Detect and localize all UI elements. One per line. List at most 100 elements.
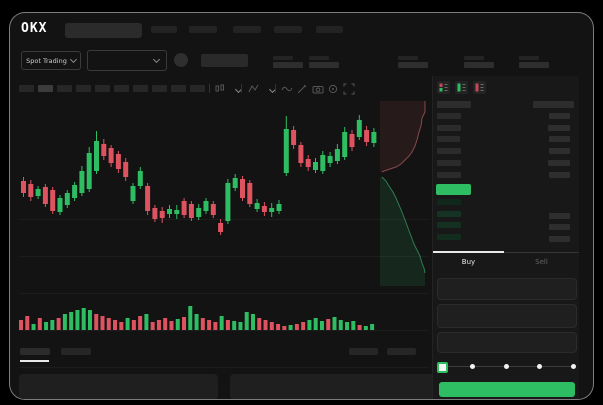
bottom-tab-1[interactable] [61, 348, 91, 355]
tab-buy[interactable]: Buy [461, 258, 476, 266]
bid-amount-1[interactable] [549, 212, 570, 219]
bottom-panel-1 [230, 374, 435, 399]
orderbook-asks-icon[interactable] [473, 81, 486, 94]
chart-bar [261, 206, 267, 212]
candle-interval-icon[interactable] [214, 83, 226, 95]
chart-bar [288, 325, 293, 330]
chart-bar [174, 210, 180, 214]
market-type-select[interactable]: Spot Trading [21, 51, 81, 70]
chart-bar [182, 317, 187, 330]
ask-amount-2[interactable] [549, 136, 570, 143]
chart-bar [94, 141, 99, 171]
chart-bar [28, 184, 34, 197]
slider-stop-4[interactable] [570, 364, 576, 369]
last-price-highlight[interactable] [436, 184, 471, 195]
ob-header-amount [533, 101, 574, 108]
ask-price-3[interactable] [437, 148, 461, 155]
search-input[interactable] [65, 23, 142, 38]
slider-stop-3[interactable] [537, 364, 542, 369]
ask-price-2[interactable] [437, 136, 460, 143]
slider-stop-2[interactable] [503, 364, 509, 369]
pair-select[interactable] [87, 50, 167, 71]
bid-price-0[interactable] [437, 199, 461, 205]
chart-bar [334, 149, 340, 161]
timeframe-button-0[interactable] [19, 85, 34, 92]
chart-bar [194, 314, 199, 330]
chart-bar [294, 324, 299, 330]
chart-bar [301, 322, 306, 330]
divider [209, 84, 210, 93]
chart-bar [131, 320, 136, 330]
slider-handle[interactable] [437, 362, 448, 373]
buy-submit-button[interactable] [439, 382, 575, 397]
line-tool-icon[interactable] [281, 83, 293, 95]
chart-bar [56, 318, 61, 330]
chart-bar [138, 316, 143, 330]
chart-bar [169, 321, 174, 330]
timeframe-button-5[interactable] [114, 85, 129, 92]
tab-sell[interactable]: Sell [535, 258, 548, 266]
bid-price-2[interactable] [437, 222, 461, 228]
timeframe-button-1[interactable] [38, 85, 53, 92]
chart-bar [152, 208, 158, 219]
ask-price-5[interactable] [437, 171, 461, 178]
chart-bar [86, 153, 92, 189]
ask-amount-1[interactable] [548, 124, 570, 131]
chart-bar [219, 316, 224, 330]
chart-bar [37, 318, 42, 330]
fullscreen-icon[interactable] [343, 83, 355, 95]
timeframe-button-8[interactable] [171, 85, 186, 92]
orderbook-both-icon[interactable] [437, 81, 450, 94]
chart-bar [370, 324, 375, 330]
nav-item-1[interactable] [189, 26, 217, 33]
bid-amount-2[interactable] [549, 224, 570, 230]
camera-icon[interactable] [312, 83, 324, 95]
ask-price-4[interactable] [437, 159, 461, 166]
nav-item-0[interactable] [151, 26, 177, 33]
timeframe-button-9[interactable] [190, 85, 205, 92]
bid-amount-3[interactable] [549, 235, 570, 242]
divider [241, 84, 242, 93]
nav-item-3[interactable] [274, 26, 302, 33]
chart-bar [81, 308, 86, 330]
ask-amount-4[interactable] [548, 159, 570, 166]
bottom-tab-0[interactable] [20, 348, 50, 355]
amount-input[interactable] [437, 304, 577, 328]
chart-bar [137, 171, 143, 186]
volume-bars [19, 306, 375, 330]
nav-item-2[interactable] [233, 26, 261, 33]
price-input[interactable] [437, 278, 577, 300]
indicators-icon[interactable] [248, 83, 260, 95]
bottom-right-control-0[interactable] [349, 348, 378, 355]
chart-bar [188, 306, 193, 330]
ask-amount-5[interactable] [549, 171, 570, 178]
timeframe-button-6[interactable] [133, 85, 148, 92]
total-input[interactable] [437, 332, 577, 353]
chart-bar [144, 314, 149, 330]
draw-tool-icon[interactable] [296, 83, 308, 95]
timeframe-button-7[interactable] [152, 85, 167, 92]
ask-price-0[interactable] [437, 113, 461, 119]
chart-bar [163, 318, 168, 330]
chart-bar [50, 190, 56, 211]
chart-bar [257, 318, 262, 330]
timeframe-button-4[interactable] [95, 85, 110, 92]
chart-bar [31, 324, 36, 330]
chart-bar [188, 204, 194, 218]
chart-bar [203, 201, 209, 211]
ask-amount-3[interactable] [549, 148, 570, 155]
ask-price-1[interactable] [437, 124, 461, 131]
nav-item-4[interactable] [316, 26, 343, 33]
orderbook-bids-icon[interactable] [455, 81, 468, 94]
bottom-right-control-1[interactable] [387, 348, 416, 355]
slider-stop-1[interactable] [470, 364, 475, 369]
chart-bar [210, 204, 216, 215]
chart-bar [69, 312, 74, 330]
chart-bar [64, 193, 70, 205]
ask-amount-0[interactable] [549, 113, 570, 119]
bid-price-1[interactable] [437, 210, 461, 217]
timeframe-button-3[interactable] [76, 85, 91, 92]
settings-icon[interactable] [327, 83, 339, 95]
bid-price-3[interactable] [437, 233, 461, 240]
timeframe-button-2[interactable] [57, 85, 72, 92]
